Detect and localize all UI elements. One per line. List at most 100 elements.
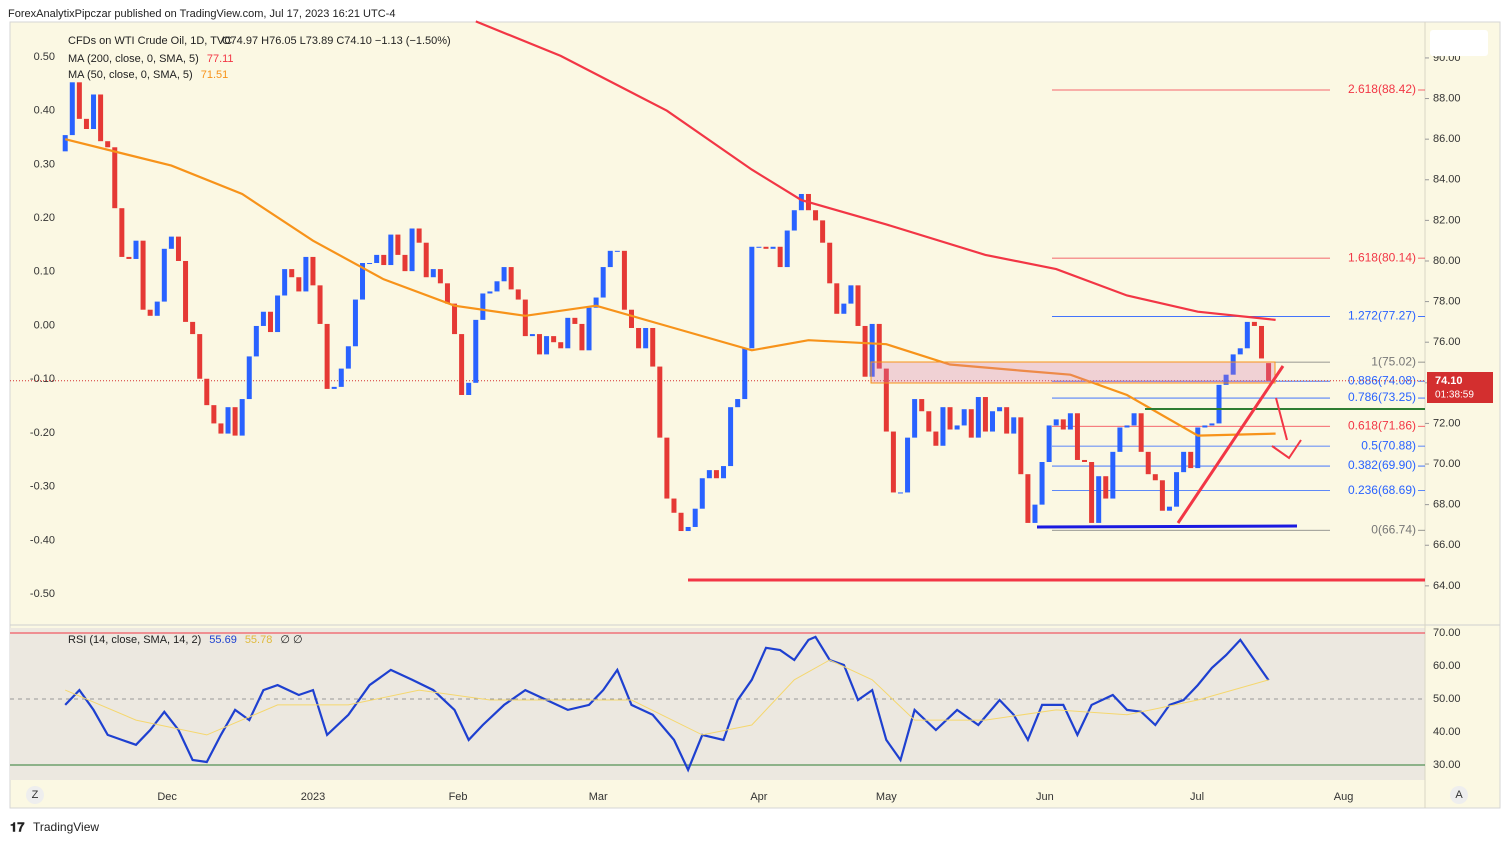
series-line	[475, 20, 1276, 321]
legend-value: 77.11	[207, 53, 234, 65]
fib-label-bg	[1330, 251, 1418, 266]
fib-label: 0.618(71.86)	[1348, 418, 1416, 432]
logo-mark: 𝟏𝟕	[10, 819, 25, 834]
candle	[147, 309, 153, 316]
candle	[91, 94, 97, 130]
candle	[338, 368, 344, 387]
fib-label-bg	[1330, 419, 1418, 434]
candle	[1152, 474, 1158, 481]
candle	[798, 193, 804, 211]
fib-label: 1.618(80.14)	[1348, 250, 1416, 264]
candle	[848, 285, 854, 304]
candle	[225, 407, 231, 434]
candle	[437, 269, 443, 284]
button-label[interactable]: Z	[32, 789, 39, 801]
plot: 64.0066.0068.0070.0072.0074.0076.0078.00…	[10, 20, 1461, 803]
candle	[1188, 451, 1194, 469]
candle	[827, 242, 833, 284]
y2-tick-label: 0.50	[34, 51, 55, 63]
candle	[643, 327, 649, 349]
x-tick-label: Jul	[1190, 791, 1204, 803]
candle	[76, 82, 82, 119]
y-tick-label: 88.00	[1433, 92, 1461, 104]
candle	[395, 234, 401, 255]
candle	[267, 311, 273, 333]
candle	[1145, 451, 1151, 475]
fib-label-bg	[1330, 309, 1418, 324]
candle	[133, 240, 139, 259]
fib-label-bg	[1330, 374, 1418, 389]
candle	[919, 399, 925, 412]
candle	[954, 425, 960, 430]
candle	[926, 411, 932, 432]
rsi-bg	[10, 628, 1425, 780]
x-tick-label: Mar	[589, 791, 608, 803]
candle	[296, 277, 302, 292]
y-tick-label: 68.00	[1433, 499, 1461, 511]
fib-label-bg	[1330, 483, 1418, 498]
candle	[1195, 427, 1201, 469]
candle	[664, 437, 670, 499]
candle	[529, 334, 535, 337]
candle	[168, 236, 174, 249]
candle	[452, 303, 458, 335]
fib-label-bg	[1330, 83, 1418, 98]
footer: TradingView	[33, 820, 99, 834]
candle	[487, 291, 493, 294]
candle	[1053, 419, 1059, 426]
candle	[678, 512, 684, 532]
candle	[834, 283, 840, 314]
y-tick-label: 70.00	[1433, 458, 1461, 470]
button-label[interactable]: A	[1455, 789, 1463, 801]
candle	[544, 336, 550, 355]
candle	[409, 228, 415, 272]
fib-label: 0.236(68.69)	[1348, 483, 1416, 497]
button[interactable]	[1450, 786, 1468, 804]
fib-label: 1(75.02)	[1371, 354, 1416, 368]
candle	[1258, 325, 1264, 359]
candle	[1223, 374, 1229, 385]
button[interactable]	[26, 786, 44, 804]
candle	[381, 254, 387, 266]
candle	[982, 397, 988, 432]
candle	[1181, 451, 1187, 473]
rsi-tick-label: 50.00	[1433, 693, 1461, 705]
candle	[565, 317, 571, 349]
candle	[536, 334, 542, 355]
candle	[728, 407, 734, 467]
range-low-line	[1036, 524, 1298, 529]
candle	[1032, 504, 1038, 523]
candle	[444, 283, 450, 304]
candle	[416, 228, 422, 243]
candle	[1067, 413, 1073, 430]
arrow	[1275, 397, 1288, 441]
series-line	[64, 138, 1276, 437]
candle	[232, 407, 238, 436]
candle	[933, 431, 939, 446]
candle	[331, 386, 337, 389]
candle	[975, 397, 981, 438]
candle	[303, 256, 309, 292]
candle	[961, 409, 967, 426]
rsi-legend-value: 55.69	[209, 634, 237, 646]
candle	[112, 147, 118, 209]
x-tick-label: May	[876, 791, 897, 803]
countdown: 01:38:59	[1435, 390, 1474, 401]
candle	[650, 327, 656, 367]
fib-label: 0(66.74)	[1371, 522, 1416, 536]
candle	[1251, 321, 1257, 326]
candle	[367, 263, 373, 265]
symbol: CFDs on WTI Crude Oil, 1D, TVC	[68, 35, 232, 47]
candle	[239, 399, 245, 436]
series-line	[65, 659, 1269, 736]
candle	[423, 242, 429, 278]
candle	[161, 248, 167, 302]
candle	[154, 301, 160, 316]
candle	[890, 431, 896, 493]
price-tag	[1427, 372, 1493, 403]
trend-line	[1176, 365, 1285, 524]
candle	[126, 256, 132, 259]
candle	[607, 250, 613, 268]
x-tick-label: Aug	[1334, 791, 1354, 803]
candle	[62, 135, 68, 152]
